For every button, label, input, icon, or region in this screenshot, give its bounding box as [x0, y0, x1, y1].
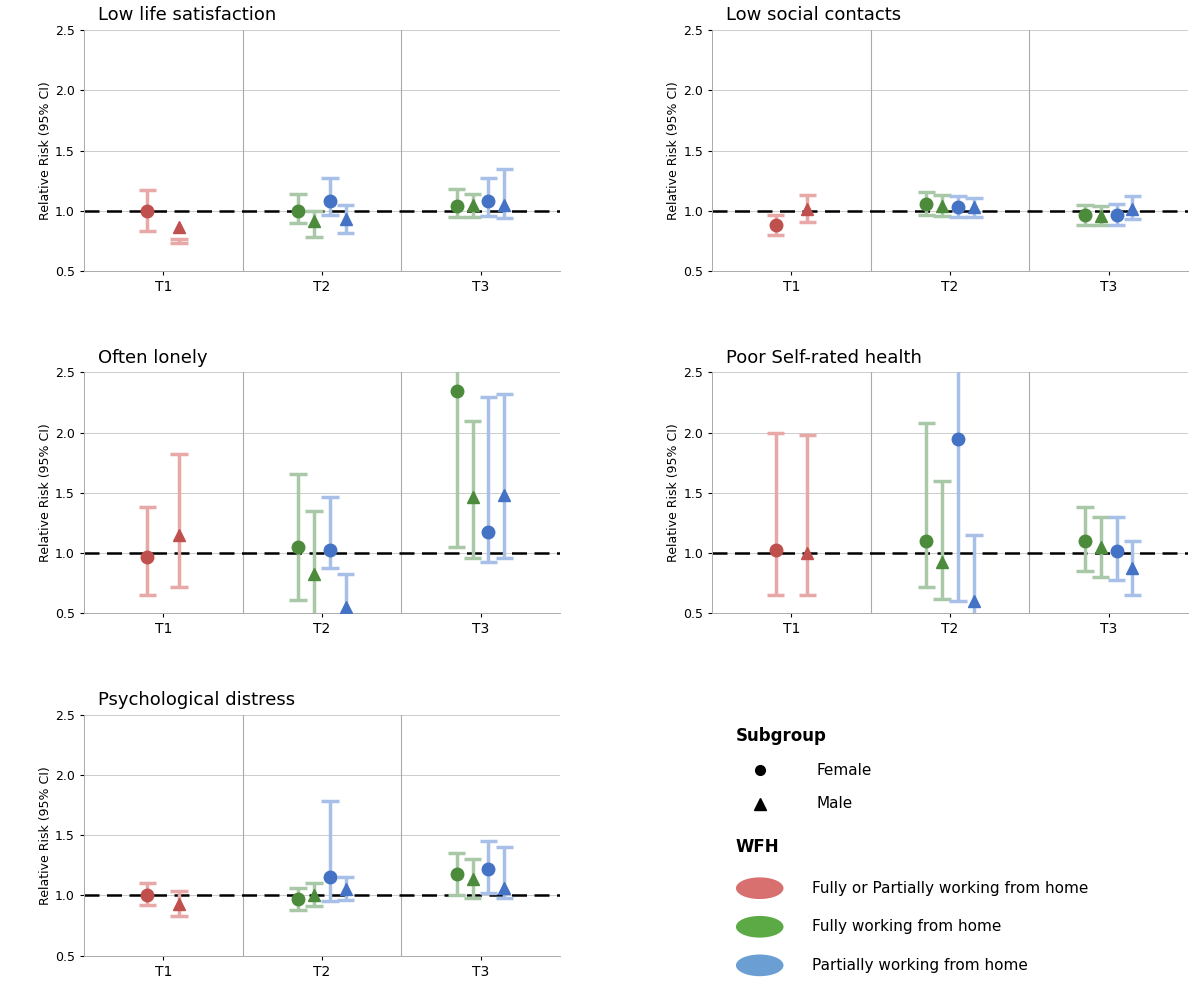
Text: Fully working from home: Fully working from home — [812, 919, 1002, 935]
Ellipse shape — [736, 877, 784, 899]
Ellipse shape — [736, 915, 784, 938]
Text: Female: Female — [817, 763, 872, 778]
Text: Male: Male — [817, 797, 853, 812]
Text: WFH: WFH — [736, 838, 780, 856]
Text: Partially working from home: Partially working from home — [812, 958, 1028, 973]
Y-axis label: Relative Risk (95% CI): Relative Risk (95% CI) — [667, 81, 680, 220]
Text: Often lonely: Often lonely — [98, 349, 208, 367]
Text: Low life satisfaction: Low life satisfaction — [98, 6, 276, 24]
Y-axis label: Relative Risk (95% CI): Relative Risk (95% CI) — [40, 424, 52, 562]
Y-axis label: Relative Risk (95% CI): Relative Risk (95% CI) — [40, 766, 52, 904]
Y-axis label: Relative Risk (95% CI): Relative Risk (95% CI) — [40, 81, 52, 220]
Y-axis label: Relative Risk (95% CI): Relative Risk (95% CI) — [667, 424, 680, 562]
Text: Low social contacts: Low social contacts — [726, 6, 901, 24]
Text: Psychological distress: Psychological distress — [98, 691, 295, 709]
Ellipse shape — [736, 955, 784, 976]
Text: Poor Self-rated health: Poor Self-rated health — [726, 349, 923, 367]
Text: Fully or Partially working from home: Fully or Partially working from home — [812, 880, 1088, 895]
Text: Subgroup: Subgroup — [736, 726, 827, 744]
